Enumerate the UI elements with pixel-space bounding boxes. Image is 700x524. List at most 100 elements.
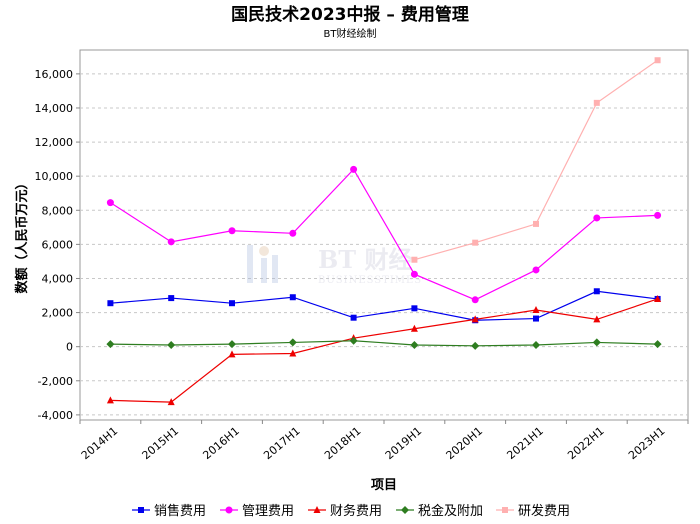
y-tick-labels: -4,000 -2,000 0 2,000 4,000 6,000 8,000 10,000 1…: [35, 68, 74, 422]
legend-item: 研发费用: [496, 503, 570, 519]
data-point: [167, 238, 175, 246]
series-研发费用: [411, 57, 661, 263]
data-point: [289, 294, 296, 301]
data-point: [654, 211, 662, 219]
data-point: [592, 338, 601, 347]
data-point: [653, 340, 662, 349]
y-tick-label: 6,000: [42, 238, 74, 251]
data-point: [106, 340, 115, 349]
gridlines: [76, 73, 689, 424]
data-point: [107, 300, 114, 307]
data-point: [533, 220, 539, 227]
x-tick-label: 2017H1: [261, 424, 302, 462]
x-tick-label: 2014H1: [79, 424, 120, 462]
data-point: [410, 270, 418, 278]
legend-item: 财务费用: [308, 503, 382, 519]
data-point: [411, 256, 418, 263]
plot-area: [79, 49, 689, 421]
watermark-logo-bar-3: [272, 255, 278, 283]
data-point: [289, 349, 297, 357]
legend-swatch-marker: [138, 507, 144, 513]
data-point: [411, 305, 418, 312]
data-point: [106, 199, 114, 207]
series-line: [110, 298, 658, 403]
x-tick-label: 2016H1: [200, 424, 241, 462]
x-tick-label: 2018H1: [322, 424, 363, 462]
legend-label: 研发费用: [518, 503, 570, 519]
legend-swatch-marker: [502, 507, 508, 513]
y-tick-label: 0: [66, 341, 73, 354]
data-point: [167, 398, 175, 406]
series-line: [110, 290, 658, 321]
watermark: BT 财经 BUSINESSTIMES: [247, 245, 422, 286]
legend-swatch-marker: [225, 506, 233, 514]
legend-label: 销售费用: [154, 503, 206, 519]
data-point: [167, 340, 176, 349]
data-point: [472, 239, 479, 246]
data-point: [289, 229, 297, 237]
legend-swatch-marker: [313, 506, 321, 513]
data-point: [593, 99, 600, 106]
x-axis-label: 项目: [371, 478, 397, 493]
data-point: [532, 266, 540, 274]
data-point: [532, 340, 540, 349]
legend-item: 销售费用: [132, 503, 206, 519]
watermark-text-2: BUSINESSTIMES: [318, 275, 422, 286]
legend-label: 税金及附加: [418, 503, 483, 519]
data-point: [350, 165, 358, 173]
legend-swatch-marker: [401, 506, 409, 514]
x-tick-label: 2022H1: [565, 424, 606, 462]
watermark-logo-bar-1: [247, 245, 253, 283]
chart-title: 国民技术2023中报 – 费用管理: [231, 4, 469, 25]
data-point: [654, 57, 661, 64]
data-point: [106, 396, 114, 404]
legend-label: 管理费用: [242, 504, 294, 519]
series-财务费用: [106, 294, 662, 406]
legend-item: 税金及附加: [396, 503, 483, 519]
data-point: [350, 314, 357, 321]
series-layer: [106, 57, 662, 406]
y-tick-label: 4,000: [42, 272, 74, 285]
data-point: [593, 288, 600, 295]
watermark-logo-bar-2: [261, 258, 267, 283]
data-point: [593, 315, 601, 323]
data-point: [168, 295, 175, 302]
y-tick-label: 12,000: [35, 136, 74, 149]
x-tick-label: 2021H1: [504, 424, 545, 462]
x-tick-label: 2020H1: [444, 424, 485, 462]
data-point: [471, 296, 479, 304]
data-point: [410, 324, 418, 332]
y-tick-label: 10,000: [35, 170, 74, 183]
y-tick-label: -4,000: [38, 409, 73, 422]
data-point: [410, 340, 419, 349]
y-tick-label: -2,000: [38, 375, 73, 388]
watermark-text-1: BT 财经: [318, 245, 413, 274]
legend-label: 财务费用: [330, 503, 382, 519]
series-line: [110, 340, 658, 347]
data-point: [228, 227, 236, 235]
legend: 销售费用 管理费用 财务费用 税金及附加 研发费用: [132, 503, 570, 519]
series-管理费用: [106, 165, 662, 304]
data-point: [229, 300, 235, 307]
series-line: [110, 168, 658, 301]
data-point: [228, 340, 236, 349]
x-tick-labels: 2014H1 2015H1 2016H1 2017H1 2018H1 2019H1 2020…: [79, 424, 668, 462]
y-tick-label: 2,000: [42, 307, 74, 320]
x-tick-label: 2023H1: [626, 424, 667, 462]
data-point: [288, 338, 297, 347]
data-point: [349, 336, 358, 345]
legend-item: 管理费用: [220, 504, 294, 519]
data-point: [654, 294, 662, 302]
series-税金及附加: [106, 336, 662, 350]
data-point: [532, 306, 540, 314]
data-point: [471, 341, 480, 350]
data-point: [471, 315, 479, 323]
watermark-logo-dot: [259, 246, 269, 256]
y-tick-label: 14,000: [35, 102, 74, 115]
x-tick-label: 2019H1: [383, 424, 424, 462]
y-tick-label: 16,000: [35, 68, 74, 81]
data-point: [533, 315, 539, 322]
data-point: [593, 214, 601, 222]
y-axis-label: 数额（人民币万元）: [14, 176, 30, 293]
